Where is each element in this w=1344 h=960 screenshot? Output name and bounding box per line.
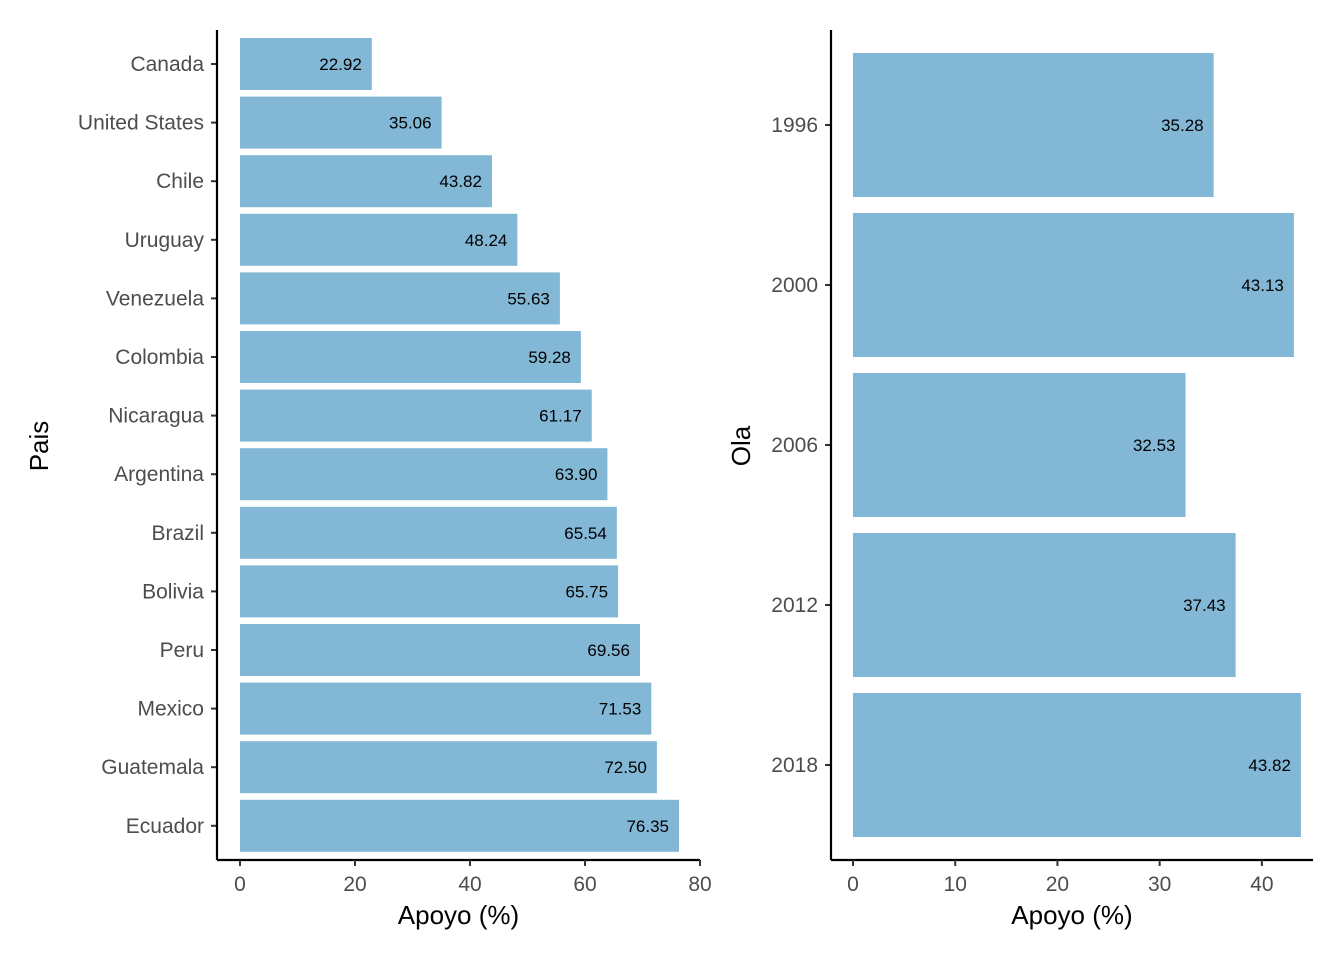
- pais-category-label-9: Bolivia: [142, 580, 204, 603]
- ola-x-tick-label-1: 10: [944, 873, 967, 896]
- ola-x-tick-label-4: 40: [1250, 873, 1273, 896]
- pais-x-tick-label-3: 60: [573, 873, 596, 896]
- ola-bar-2: [853, 373, 1186, 517]
- pais-category-label-0: Canada: [130, 53, 204, 76]
- pais-bar-9: [240, 565, 619, 618]
- pais-bar-0: [240, 38, 372, 90]
- pais-category-label-12: Guatemala: [101, 756, 204, 779]
- ola-x-axis-title: Apoyo (%): [1011, 900, 1132, 930]
- ola-bar-4: [853, 693, 1301, 837]
- pais-value-label-6: 61.17: [539, 407, 582, 426]
- pais-value-label-12: 72.50: [604, 758, 647, 777]
- panel-pais: 22.92 Canada 35.06 United States 43.82 Chile 4…: [24, 30, 712, 930]
- ola-bar-0: [853, 53, 1214, 197]
- pais-bar-10: [240, 624, 640, 676]
- pais-bar-5: [240, 331, 581, 383]
- ola-bar-3: [853, 533, 1236, 677]
- pais-x-tick-label-1: 20: [343, 873, 366, 896]
- pais-bar-4: [240, 272, 560, 325]
- ola-value-label-1: 43.13: [1241, 276, 1284, 295]
- pais-value-label-9: 65.75: [566, 582, 609, 601]
- pais-category-label-6: Nicaragua: [108, 405, 204, 428]
- ola-category-label-3: 2012: [771, 594, 818, 617]
- ola-value-label-3: 37.43: [1183, 596, 1226, 615]
- pais-category-label-4: Venezuela: [106, 287, 204, 310]
- pais-category-label-7: Argentina: [114, 463, 204, 486]
- pais-category-label-3: Uruguay: [125, 229, 205, 252]
- ola-value-label-4: 43.82: [1248, 756, 1291, 775]
- pais-category-label-10: Peru: [160, 639, 204, 662]
- pais-x-tick-label-2: 40: [458, 873, 481, 896]
- pais-value-label-8: 65.54: [564, 524, 607, 543]
- pais-value-label-2: 43.82: [439, 172, 482, 191]
- pais-value-label-13: 76.35: [626, 817, 669, 836]
- ola-y-axis-title: Ola: [726, 425, 756, 466]
- pais-x-tick-label-4: 80: [688, 873, 711, 896]
- ola-x-tick-label-3: 30: [1148, 873, 1171, 896]
- pais-bar-6: [240, 389, 592, 442]
- pais-bar-12: [240, 741, 657, 794]
- pais-value-label-11: 71.53: [599, 700, 642, 719]
- ola-category-label-4: 2018: [771, 754, 818, 777]
- pais-category-label-8: Brazil: [151, 522, 204, 545]
- pais-bar-2: [240, 155, 492, 208]
- pais-category-label-2: Chile: [156, 170, 204, 193]
- pais-value-label-0: 22.92: [319, 55, 362, 74]
- pais-bar-1: [240, 96, 442, 149]
- pais-bar-3: [240, 213, 518, 266]
- ola-bar-1: [853, 213, 1294, 357]
- pais-category-label-5: Colombia: [115, 346, 204, 369]
- pais-x-axis-title: Apoyo (%): [398, 900, 519, 930]
- pais-value-label-4: 55.63: [507, 289, 550, 308]
- pais-bar-8: [240, 506, 617, 559]
- pais-value-label-10: 69.56: [587, 641, 630, 660]
- ola-value-label-0: 35.28: [1161, 116, 1204, 135]
- ola-x-tick-label-0: 0: [847, 873, 859, 896]
- pais-value-label-1: 35.06: [389, 114, 432, 133]
- panel-ola: 35.28 1996 43.13 2000 32.53 2006 37.43 2012 43.8…: [726, 30, 1313, 930]
- pais-bar-11: [240, 682, 652, 735]
- pais-category-label-1: United States: [78, 112, 204, 135]
- pais-value-label-3: 48.24: [465, 231, 508, 250]
- ola-x-tick-label-2: 20: [1046, 873, 1069, 896]
- pais-y-axis-title: Pais: [24, 421, 54, 472]
- ola-category-label-2: 2006: [771, 434, 818, 457]
- pais-value-label-7: 63.90: [555, 465, 598, 484]
- pais-x-tick-label-0: 0: [234, 873, 246, 896]
- pais-category-label-11: Mexico: [137, 698, 204, 721]
- ola-value-label-2: 32.53: [1133, 436, 1176, 455]
- pais-bar-7: [240, 448, 608, 501]
- pais-category-label-13: Ecuador: [126, 815, 204, 838]
- ola-category-label-0: 1996: [771, 114, 818, 137]
- pais-bar-13: [240, 799, 680, 852]
- pais-value-label-5: 59.28: [528, 348, 571, 367]
- ola-category-label-1: 2000: [771, 274, 818, 297]
